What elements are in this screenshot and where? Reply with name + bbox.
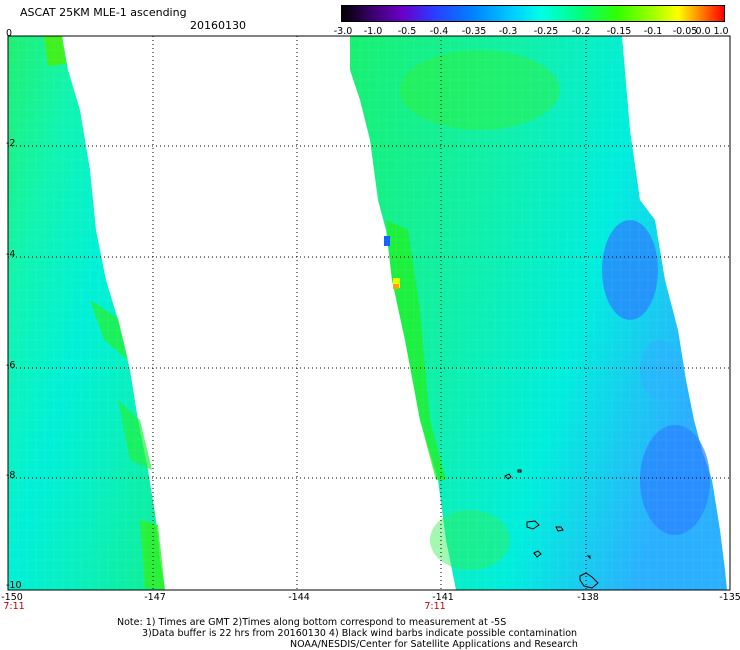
colorbar: [341, 5, 725, 22]
time-label: 7:11: [424, 601, 446, 612]
colorbar-label: -0.05: [672, 26, 698, 37]
map-date: 20160130: [190, 19, 246, 32]
map-frame: [7, 35, 731, 591]
colorbar-label: -0.1: [643, 26, 663, 37]
y-tick-label: -10: [6, 580, 22, 591]
note-line-3: NOAA/NESDIS/Center for Satellite Applica…: [290, 639, 578, 650]
colorbar-label: -0.15: [606, 26, 632, 37]
x-tick-label: -141: [432, 592, 454, 603]
y-tick-label: -6: [6, 360, 16, 371]
colorbar-label: -0.35: [461, 26, 487, 37]
island-outlines: [504, 469, 599, 589]
east-swath-pixels: [350, 36, 730, 590]
west-swath-pixels: [8, 36, 168, 590]
colorbar-label: -3.0: [333, 26, 353, 37]
map-title: ASCAT 25KM MLE-1 ascending: [20, 6, 187, 19]
y-tick-label: -2: [6, 138, 16, 149]
colorbar-label: -0.3: [498, 26, 518, 37]
colorbar-labels: -3.0 -1.0 -0.5 -0.4 -0.35 -0.3 -0.25 -0.…: [334, 26, 729, 38]
y-tick-label: -4: [6, 249, 16, 260]
colorbar-label: 1.0: [713, 26, 729, 37]
colorbar-label: 0.0: [695, 26, 711, 37]
colorbar-label: -0.2: [571, 26, 591, 37]
colorbar-label: -0.4: [429, 26, 449, 37]
y-tick-label: 0: [6, 28, 13, 39]
colorbar-gradient: [342, 6, 724, 21]
x-tick-label: -144: [288, 592, 310, 603]
x-tick-label: -135: [719, 592, 740, 603]
gridlines: [8, 36, 730, 590]
x-tick-label: -150: [1, 592, 23, 603]
x-tick-label: -147: [144, 592, 166, 603]
y-tick-label: -8: [6, 470, 16, 481]
note-line-2: 3)Data buffer is 22 hrs from 20160130 4)…: [142, 628, 578, 639]
colorbar-label: -0.25: [533, 26, 559, 37]
x-tick-label: -138: [577, 592, 599, 603]
colorbar-label: -0.5: [397, 26, 417, 37]
time-label: 7:11: [3, 601, 25, 612]
colorbar-label: -1.0: [363, 26, 383, 37]
note-line-1: Note: 1) Times are GMT 2)Times along bot…: [117, 617, 507, 628]
